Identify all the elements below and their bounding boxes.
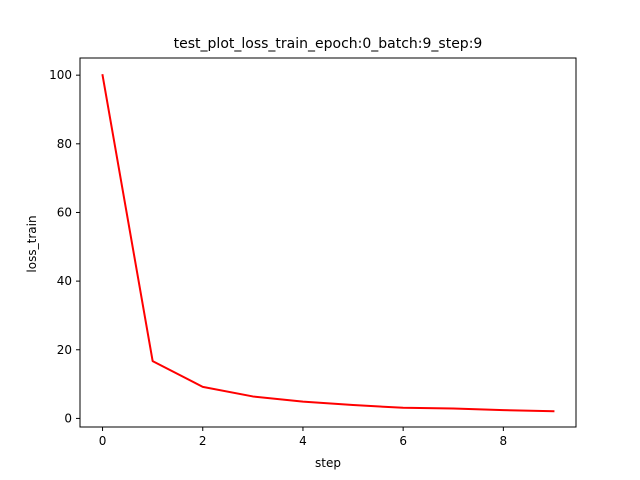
y-tick-label: 80 (57, 137, 72, 151)
y-tick-label: 60 (57, 205, 72, 219)
y-tick-label: 20 (57, 343, 72, 357)
x-tick-label: 2 (199, 434, 207, 448)
y-axis-label: loss_train (25, 215, 39, 272)
y-tick-label: 40 (57, 274, 72, 288)
plot-frame (79, 57, 577, 428)
y-tick-label: 0 (64, 411, 72, 425)
x-axis-label: step (315, 456, 341, 470)
series-line-0 (101, 74, 555, 413)
x-tick-label: 6 (399, 434, 407, 448)
chart-title: test_plot_loss_train_epoch:0_batch:9_ste… (174, 36, 483, 52)
y-tick-label: 100 (49, 68, 72, 82)
x-tick-label: 4 (299, 434, 307, 448)
x-tick-label: 0 (99, 434, 107, 448)
x-tick-label: 8 (500, 434, 508, 448)
